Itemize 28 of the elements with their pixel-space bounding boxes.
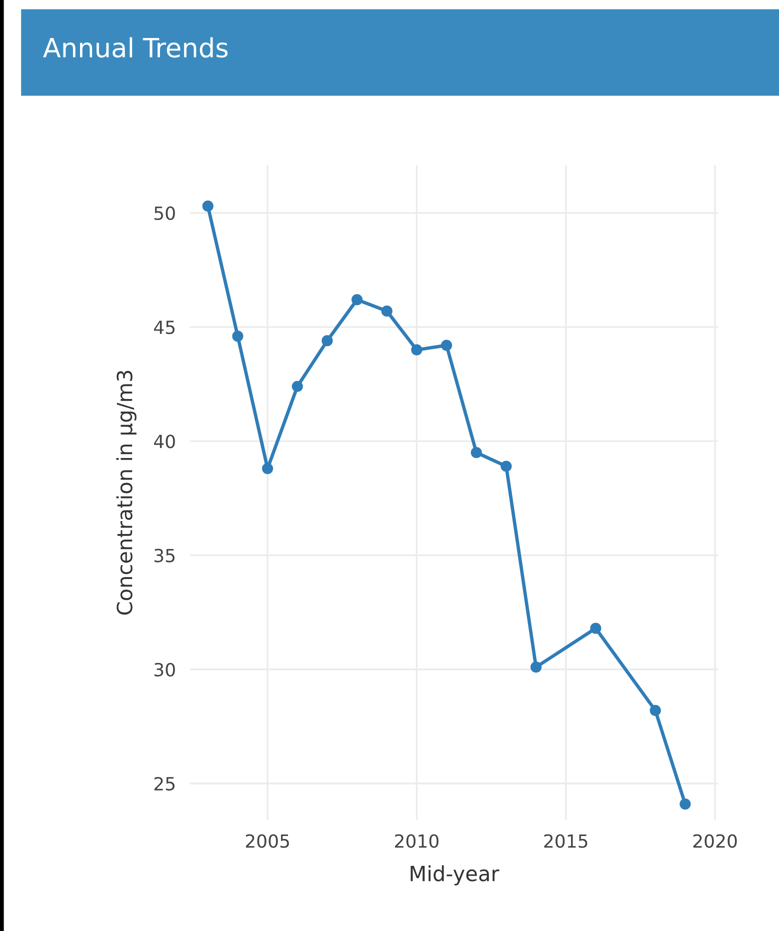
x-tick-label: 2005 bbox=[246, 834, 289, 848]
point bbox=[650, 704, 661, 716]
y-tick-label: 25 bbox=[154, 776, 175, 791]
point bbox=[530, 662, 542, 673]
y-tick-label: 50 bbox=[154, 206, 175, 220]
point bbox=[500, 460, 512, 472]
point bbox=[381, 306, 392, 317]
x-tick-label: 2015 bbox=[544, 834, 588, 848]
point bbox=[202, 200, 214, 212]
x-tick-label: 2020 bbox=[693, 834, 737, 848]
point bbox=[440, 340, 452, 351]
point bbox=[680, 798, 691, 810]
point bbox=[262, 462, 274, 474]
chart-title: Annual Trends bbox=[43, 37, 228, 58]
y-axis-title: Concentration in µg/m3 bbox=[116, 370, 136, 615]
point bbox=[411, 344, 422, 356]
point bbox=[590, 622, 602, 634]
y-tick-label: 30 bbox=[154, 662, 175, 676]
point bbox=[322, 335, 333, 346]
point bbox=[470, 447, 482, 458]
point bbox=[351, 294, 363, 306]
y-tick-label: 35 bbox=[154, 548, 175, 562]
x-axis-title: Mid-year bbox=[410, 865, 500, 886]
y-tick-label: 40 bbox=[154, 434, 175, 448]
y-tick-label: 45 bbox=[154, 320, 175, 334]
point bbox=[292, 380, 303, 392]
x-tick-label: 2010 bbox=[395, 834, 438, 848]
point bbox=[232, 330, 244, 342]
